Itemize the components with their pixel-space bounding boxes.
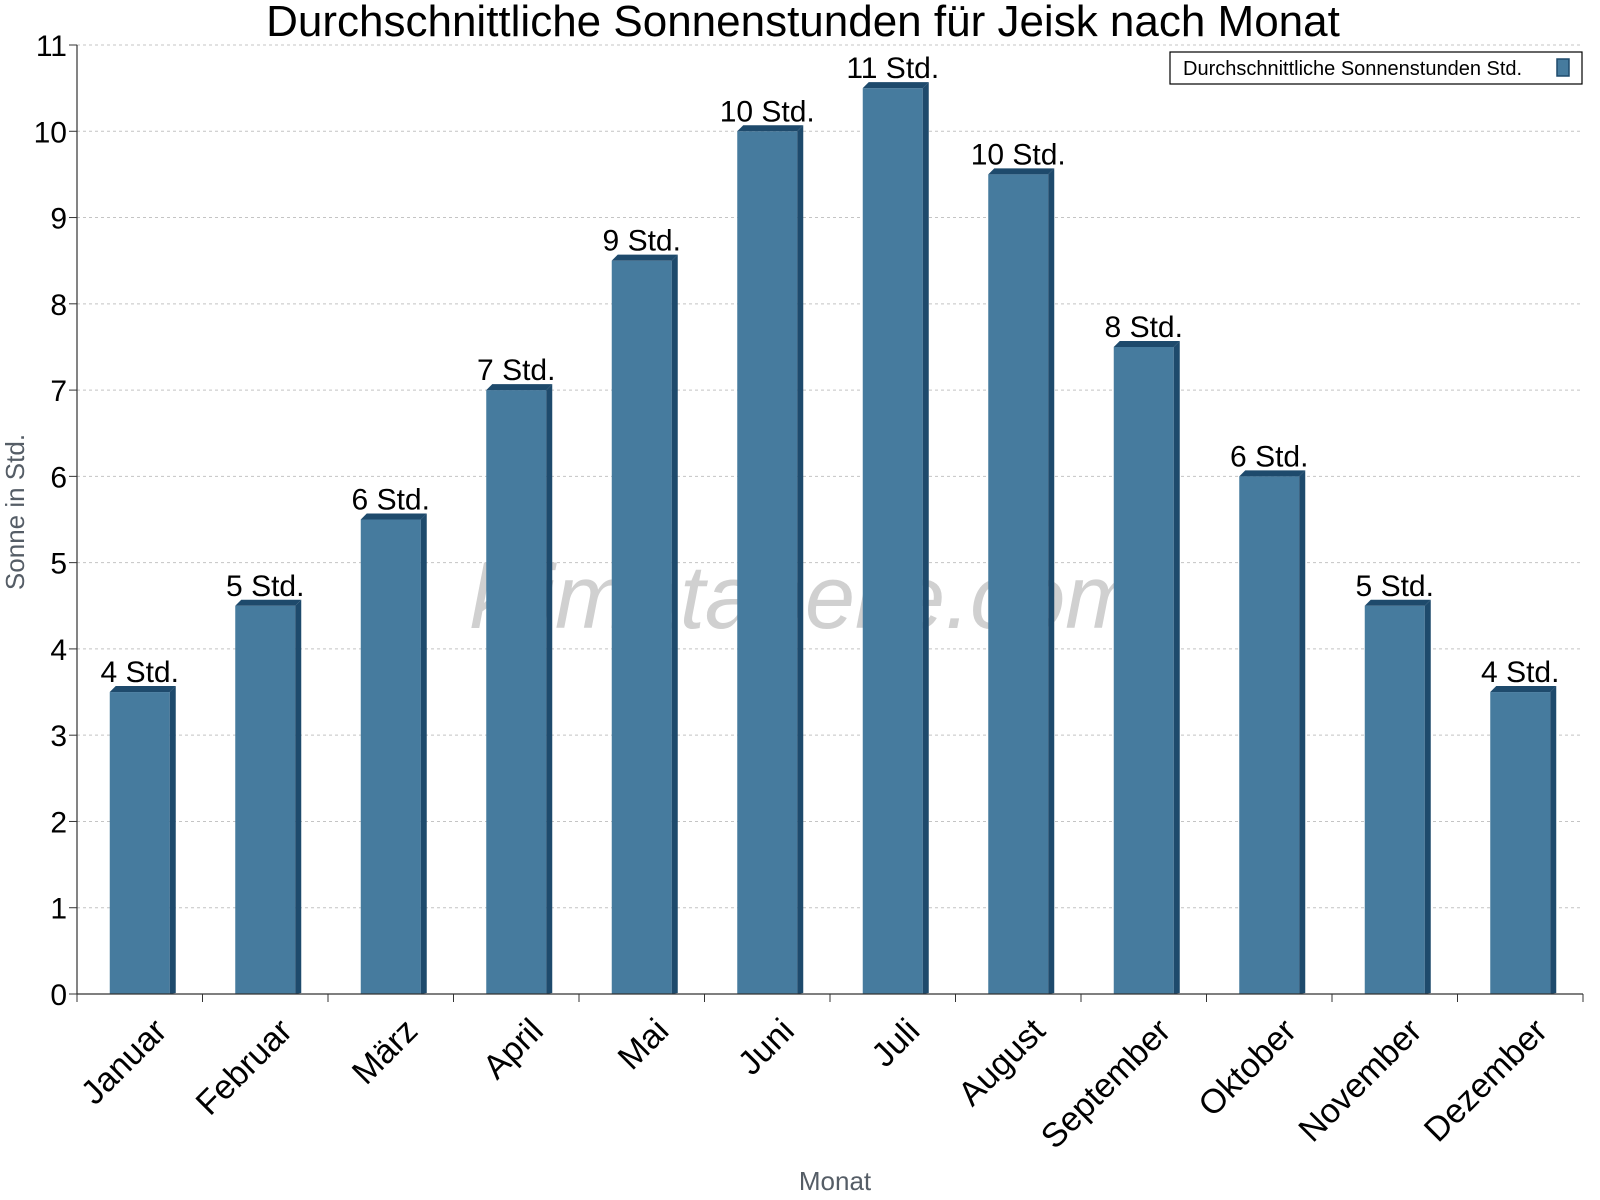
bar-front	[1113, 346, 1174, 994]
data-label: 6 Std.	[352, 484, 430, 517]
bar-side	[1550, 686, 1557, 994]
y-tick-label: 6	[50, 461, 67, 494]
bar-front	[1490, 692, 1551, 994]
bar-top	[1490, 686, 1557, 693]
bar-juli	[862, 82, 929, 995]
y-tick-label: 5	[50, 548, 67, 581]
bar-front	[611, 260, 672, 994]
bar-top	[235, 599, 302, 606]
bar-side	[797, 125, 804, 995]
x-tick-label: Dezember	[1417, 1012, 1555, 1150]
bar-side	[169, 686, 176, 994]
y-axis-label: Sonne in Std.	[0, 434, 30, 590]
legend-swatch	[1556, 58, 1570, 77]
bar-side	[671, 254, 678, 994]
bar-dezember	[1490, 686, 1557, 994]
y-tick-label: 3	[50, 720, 67, 753]
bar-april	[486, 384, 553, 994]
bar-top	[1239, 470, 1306, 477]
x-tick-label: Februar	[189, 1012, 300, 1123]
x-tick-label: Oktober	[1191, 1012, 1303, 1124]
bar-januar	[109, 686, 176, 994]
y-tick-label: 9	[50, 203, 67, 236]
chart-title: Durchschnittliche Sonnenstunden für Jeis…	[266, 0, 1340, 46]
axes	[69, 44, 1584, 1002]
bar-front	[486, 390, 547, 994]
legend-entry: Durchschnittliche Sonnenstunden Std.	[1183, 58, 1522, 80]
bar-top	[360, 513, 427, 520]
y-tick-labels: 0 1 2 3 4 5 6 7 8 9 10 11	[34, 30, 67, 1012]
data-label: 4 Std.	[101, 656, 179, 689]
bar-front	[1239, 476, 1300, 994]
data-label: 9 Std.	[603, 225, 681, 258]
bar-front	[360, 519, 421, 994]
bars	[109, 82, 1557, 995]
data-label: 10 Std.	[720, 95, 815, 128]
bar-juni	[737, 125, 804, 995]
data-label: 5 Std.	[226, 570, 304, 603]
bar-side	[546, 384, 553, 994]
bar-märz	[360, 513, 427, 994]
x-tick-label: März	[345, 1012, 425, 1092]
data-label: 10 Std.	[971, 138, 1066, 171]
bar-top	[737, 125, 804, 132]
x-tick-label: August	[951, 1011, 1053, 1113]
data-label: 8 Std.	[1105, 311, 1183, 344]
data-label: 5 Std.	[1356, 570, 1434, 603]
bar-front	[109, 692, 170, 994]
x-tick-labels: Januar Februar März April Mai Juni Juli AugustS…	[74, 1011, 1555, 1156]
bar-september	[1113, 340, 1180, 994]
x-tick-label: Juni	[731, 1012, 802, 1083]
bar-side	[420, 513, 427, 994]
bar-front	[1364, 605, 1425, 994]
bar-front	[862, 88, 923, 995]
bar-front	[235, 605, 296, 994]
x-axis-label: Monat	[799, 1166, 872, 1196]
bar-side	[1299, 470, 1306, 994]
y-tick-label: 4	[50, 634, 67, 667]
bar-top	[1364, 599, 1431, 606]
x-tick-label: Januar	[74, 1012, 174, 1112]
y-tick-label: 1	[50, 893, 67, 926]
legend-box	[1169, 51, 1583, 85]
x-tick-label: November	[1291, 1012, 1429, 1150]
bar-top	[486, 384, 553, 391]
data-label: 4 Std.	[1481, 656, 1559, 689]
bar-front	[988, 174, 1049, 995]
data-label: 6 Std.	[1230, 440, 1308, 473]
y-tick-label: 2	[50, 806, 67, 839]
y-tick-label: 10	[34, 116, 67, 149]
bar-side	[1173, 340, 1180, 994]
bar-februar	[235, 599, 302, 994]
x-tick-label: Juli	[864, 1012, 927, 1075]
bar-top	[109, 686, 176, 693]
x-tick-label: Mai	[611, 1012, 677, 1078]
bar-side	[1424, 599, 1431, 994]
bar-mai	[611, 254, 678, 994]
legend: Durchschnittliche Sonnenstunden Std.	[1169, 51, 1583, 85]
y-tick-label: 8	[50, 289, 67, 322]
bar-august	[988, 168, 1055, 995]
data-labels: 4 Std. 5 Std. 6 Std. 7 Std. 9 Std. 10 Std. 11 …	[101, 52, 1560, 689]
x-tick-label: April	[476, 1012, 551, 1087]
bar-side	[1048, 168, 1055, 995]
bar-side	[295, 599, 302, 994]
bar-top	[988, 168, 1055, 175]
data-label: 7 Std.	[477, 354, 555, 387]
bar-oktober	[1239, 470, 1306, 994]
gridlines	[77, 44, 1583, 909]
x-tick-label: September	[1034, 1012, 1178, 1156]
y-tick-label: 11	[36, 30, 67, 63]
bar-top	[1113, 340, 1180, 347]
bar-side	[922, 82, 929, 995]
y-tick-label: 7	[50, 375, 67, 408]
bar-top	[862, 82, 929, 89]
bar-november	[1364, 599, 1431, 994]
data-label: 11 Std.	[846, 52, 939, 85]
bar-front	[737, 131, 798, 995]
y-tick-label: 0	[50, 979, 67, 1012]
bar-top	[611, 254, 678, 261]
